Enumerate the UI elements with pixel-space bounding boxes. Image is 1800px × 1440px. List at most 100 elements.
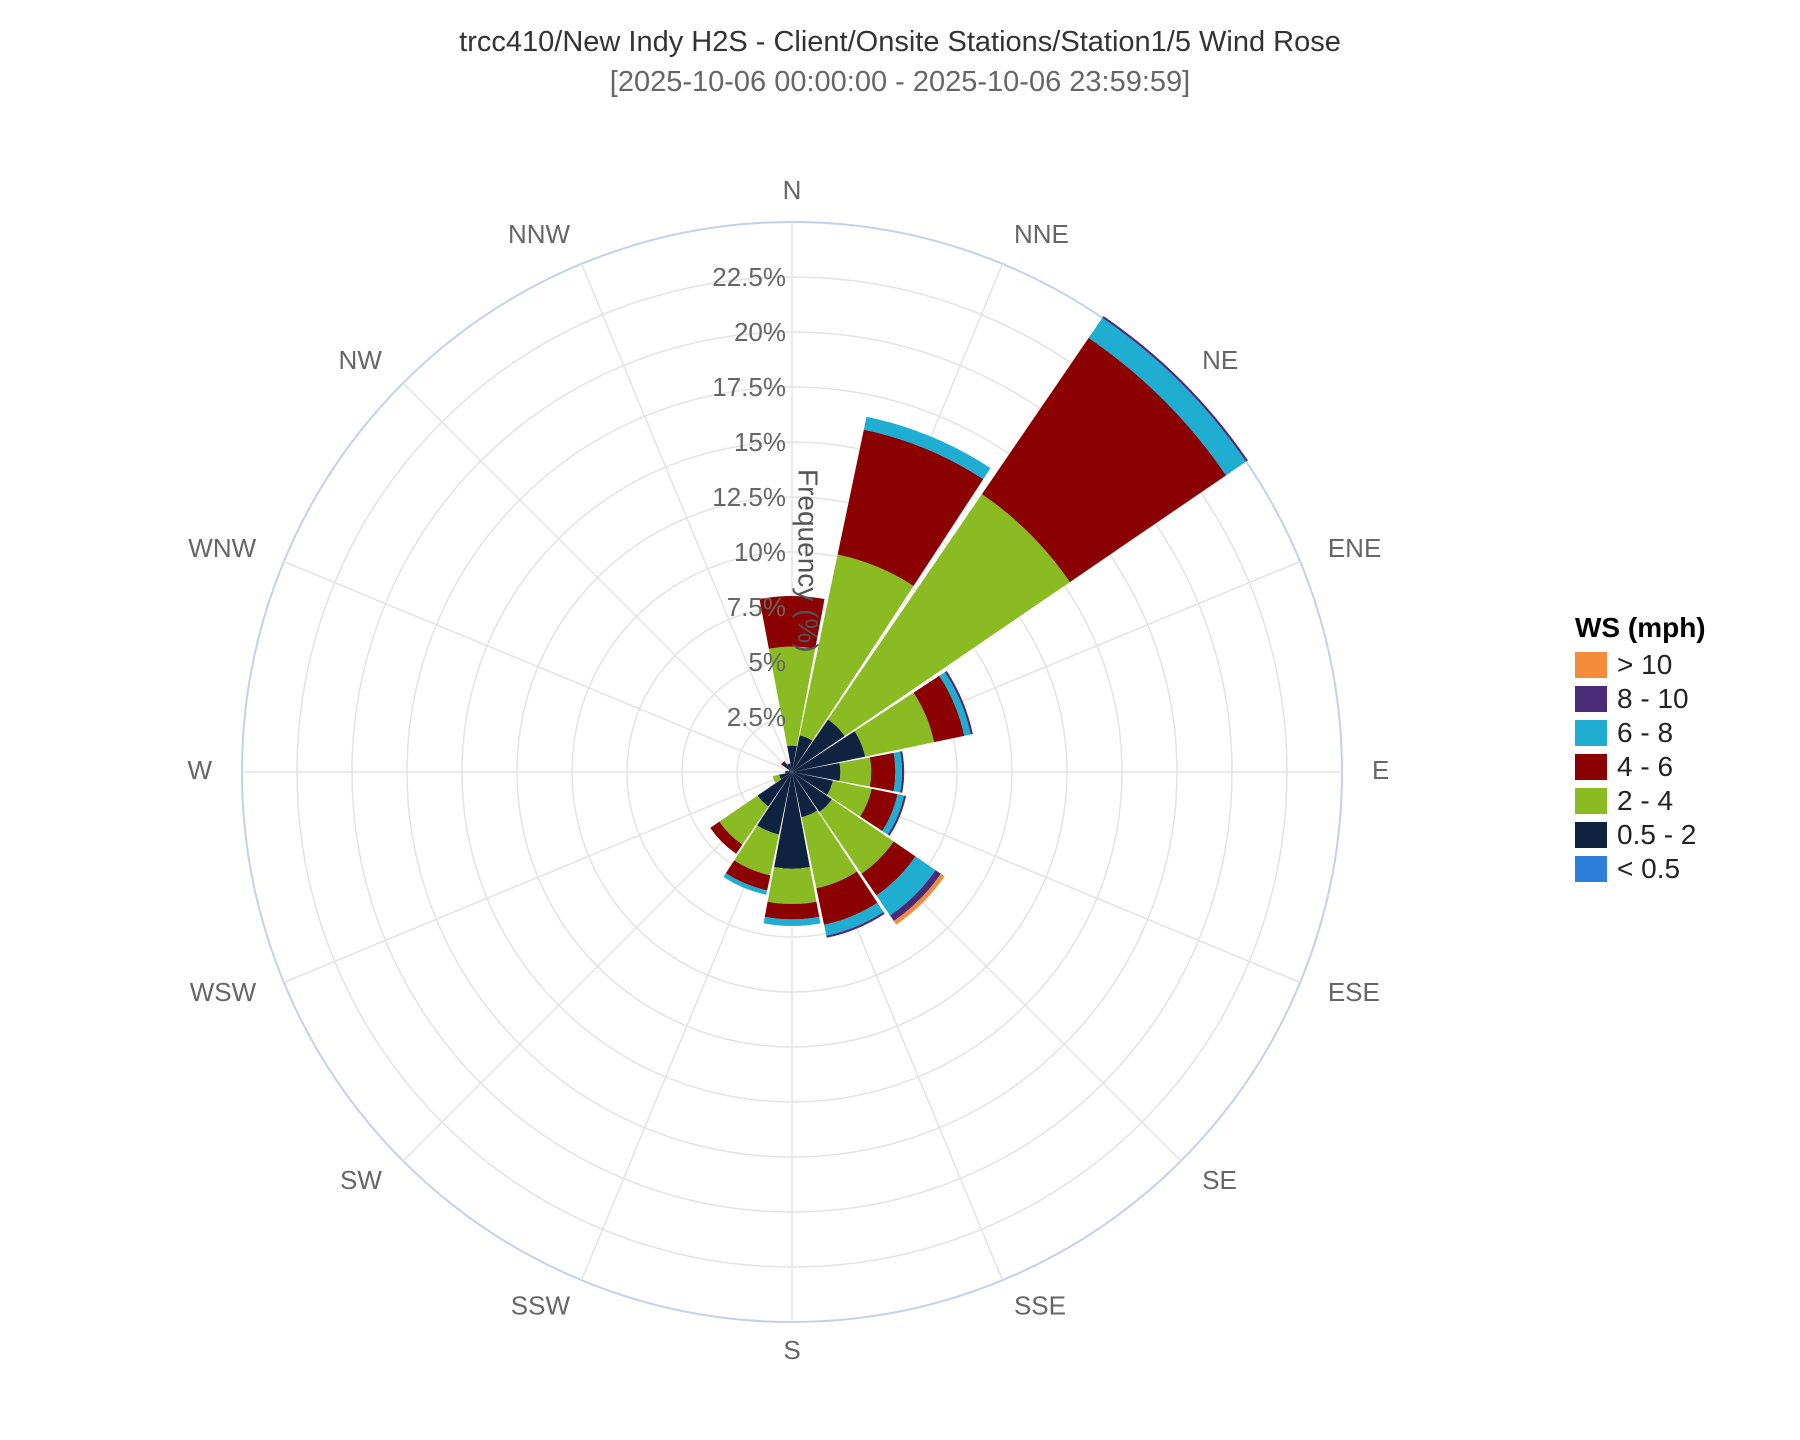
bar-segment-sw [757, 772, 792, 807]
bar-segment-se [876, 856, 936, 916]
bar-segment-ssw [734, 825, 779, 876]
bar-segment-ene [939, 672, 971, 736]
bar-segment-nne [863, 416, 991, 480]
direction-label: W [187, 755, 212, 785]
legend-title: WS (mph) [1575, 612, 1706, 643]
bar-segment-s [764, 901, 820, 920]
bar-segment-ese [792, 772, 833, 795]
grid-spoke [283, 771, 793, 984]
legend-swatch [1575, 652, 1607, 678]
direction-label: E [1372, 755, 1389, 785]
bar-segment-wsw [772, 774, 781, 783]
legend-swatch [1575, 856, 1607, 882]
bar-segment-ene [944, 670, 973, 735]
radial-tick-label: 15% [734, 427, 786, 457]
legend-swatch [1575, 720, 1607, 746]
bar-segment-s [763, 916, 821, 926]
radial-tick-label: 5% [748, 647, 786, 677]
legend-item[interactable]: > 10 [1575, 648, 1706, 682]
radial-tick-label: 12.5% [712, 482, 786, 512]
legend-label: 4 - 6 [1617, 751, 1674, 782]
bar-segment-nw [781, 761, 786, 766]
bar-segment-sse [824, 902, 884, 936]
direction-label: NE [1202, 345, 1238, 375]
legend-item[interactable]: 2 - 4 [1575, 784, 1706, 818]
bar-segment-n [768, 646, 816, 747]
legend-label: > 10 [1617, 649, 1673, 680]
legend-item[interactable]: 0.5 - 2 [1575, 818, 1706, 852]
legend-label: 2 - 4 [1617, 785, 1674, 816]
radial-tick-label: 10% [734, 537, 786, 567]
bar-segment-ene [913, 675, 965, 743]
legend-label: 6 - 8 [1617, 717, 1674, 748]
legend-item[interactable]: < 0.5 [1575, 852, 1706, 886]
bar-segment-ese [882, 794, 904, 835]
legend-label: 0.5 - 2 [1617, 819, 1697, 850]
direction-label: SE [1202, 1165, 1237, 1195]
legend-swatch [1575, 788, 1607, 814]
bar-segment-sse [801, 810, 857, 889]
bar-segment-ene [792, 731, 866, 772]
bar-segment-sse [816, 871, 878, 925]
direction-label: S [783, 1335, 800, 1365]
bar-segment-ne [1088, 317, 1247, 476]
legend-item[interactable]: 8 - 10 [1575, 682, 1706, 716]
radial-tick-label: 20% [734, 317, 786, 347]
bar-segment-sw [710, 821, 743, 854]
bar-segment-nnw [787, 763, 792, 772]
legend-swatch [1575, 686, 1607, 712]
bar-segment-ese [887, 795, 907, 836]
bar-segment-nw [782, 762, 792, 772]
bar-segment-e [869, 752, 896, 792]
legend-label: < 0.5 [1617, 853, 1681, 884]
bar-segment-se [893, 873, 945, 925]
bar-segment-e [900, 751, 905, 793]
bar-segment-ssw [757, 772, 792, 835]
title-block: trcc410/New Indy H2S - Client/Onsite Sta… [0, 22, 1800, 102]
legend-swatch [1575, 822, 1607, 848]
bar-segment-se [819, 799, 894, 874]
grid-spoke [283, 560, 793, 773]
bar-segment-se [861, 841, 916, 896]
grid-spoke [580, 263, 793, 773]
grid-spoke [402, 382, 793, 773]
bar-segment-n [787, 745, 797, 772]
polar-grid [241, 221, 1343, 1323]
chart-title: trcc410/New Indy H2S - Client/Onsite Sta… [459, 26, 1341, 58]
direction-label: SW [340, 1165, 382, 1195]
radial-tick-label: 22.5% [712, 262, 786, 292]
direction-label: NNE [1014, 219, 1069, 249]
legend-swatch [1575, 754, 1607, 780]
bar-segment-s [767, 867, 817, 905]
radial-tick-label: 7.5% [727, 592, 786, 622]
bar-segment-e [893, 751, 902, 793]
bar-segment-sse [792, 772, 818, 818]
bar-segment-se [890, 870, 941, 921]
legend-item[interactable]: 4 - 6 [1575, 750, 1706, 784]
bar-segment-s [774, 772, 810, 869]
bar-segment-se [792, 772, 832, 812]
axis-labels: N NNE NE ENE E ESE SE SSE S SSW SW WSW W WNW NW NNW 2.5%… [187, 175, 1389, 1365]
bar-segment-nne [792, 735, 813, 772]
bar-segment-n [759, 596, 825, 649]
bar-segment-wsw [779, 772, 792, 780]
bar-segment-e [839, 757, 872, 787]
direction-label: WSW [190, 977, 257, 1007]
bar-segment-ese [860, 788, 898, 831]
legend-item[interactable]: 6 - 8 [1575, 716, 1706, 750]
direction-label: N [783, 175, 802, 205]
radial-tick-label: 17.5% [712, 372, 786, 402]
bar-segment-ne [827, 494, 1070, 737]
bar-segment-ene [854, 692, 935, 757]
bar-segment-ese [826, 780, 872, 817]
bar-segment-sw [719, 795, 769, 845]
radial-tick-label: 2.5% [727, 702, 786, 732]
direction-label: NW [339, 345, 383, 375]
wind-bars [710, 316, 1248, 938]
bar-segment-nne [837, 429, 984, 586]
direction-label: ESE [1328, 977, 1380, 1007]
bar-segment-nne [799, 554, 914, 741]
legend-label: 8 - 10 [1617, 683, 1689, 714]
